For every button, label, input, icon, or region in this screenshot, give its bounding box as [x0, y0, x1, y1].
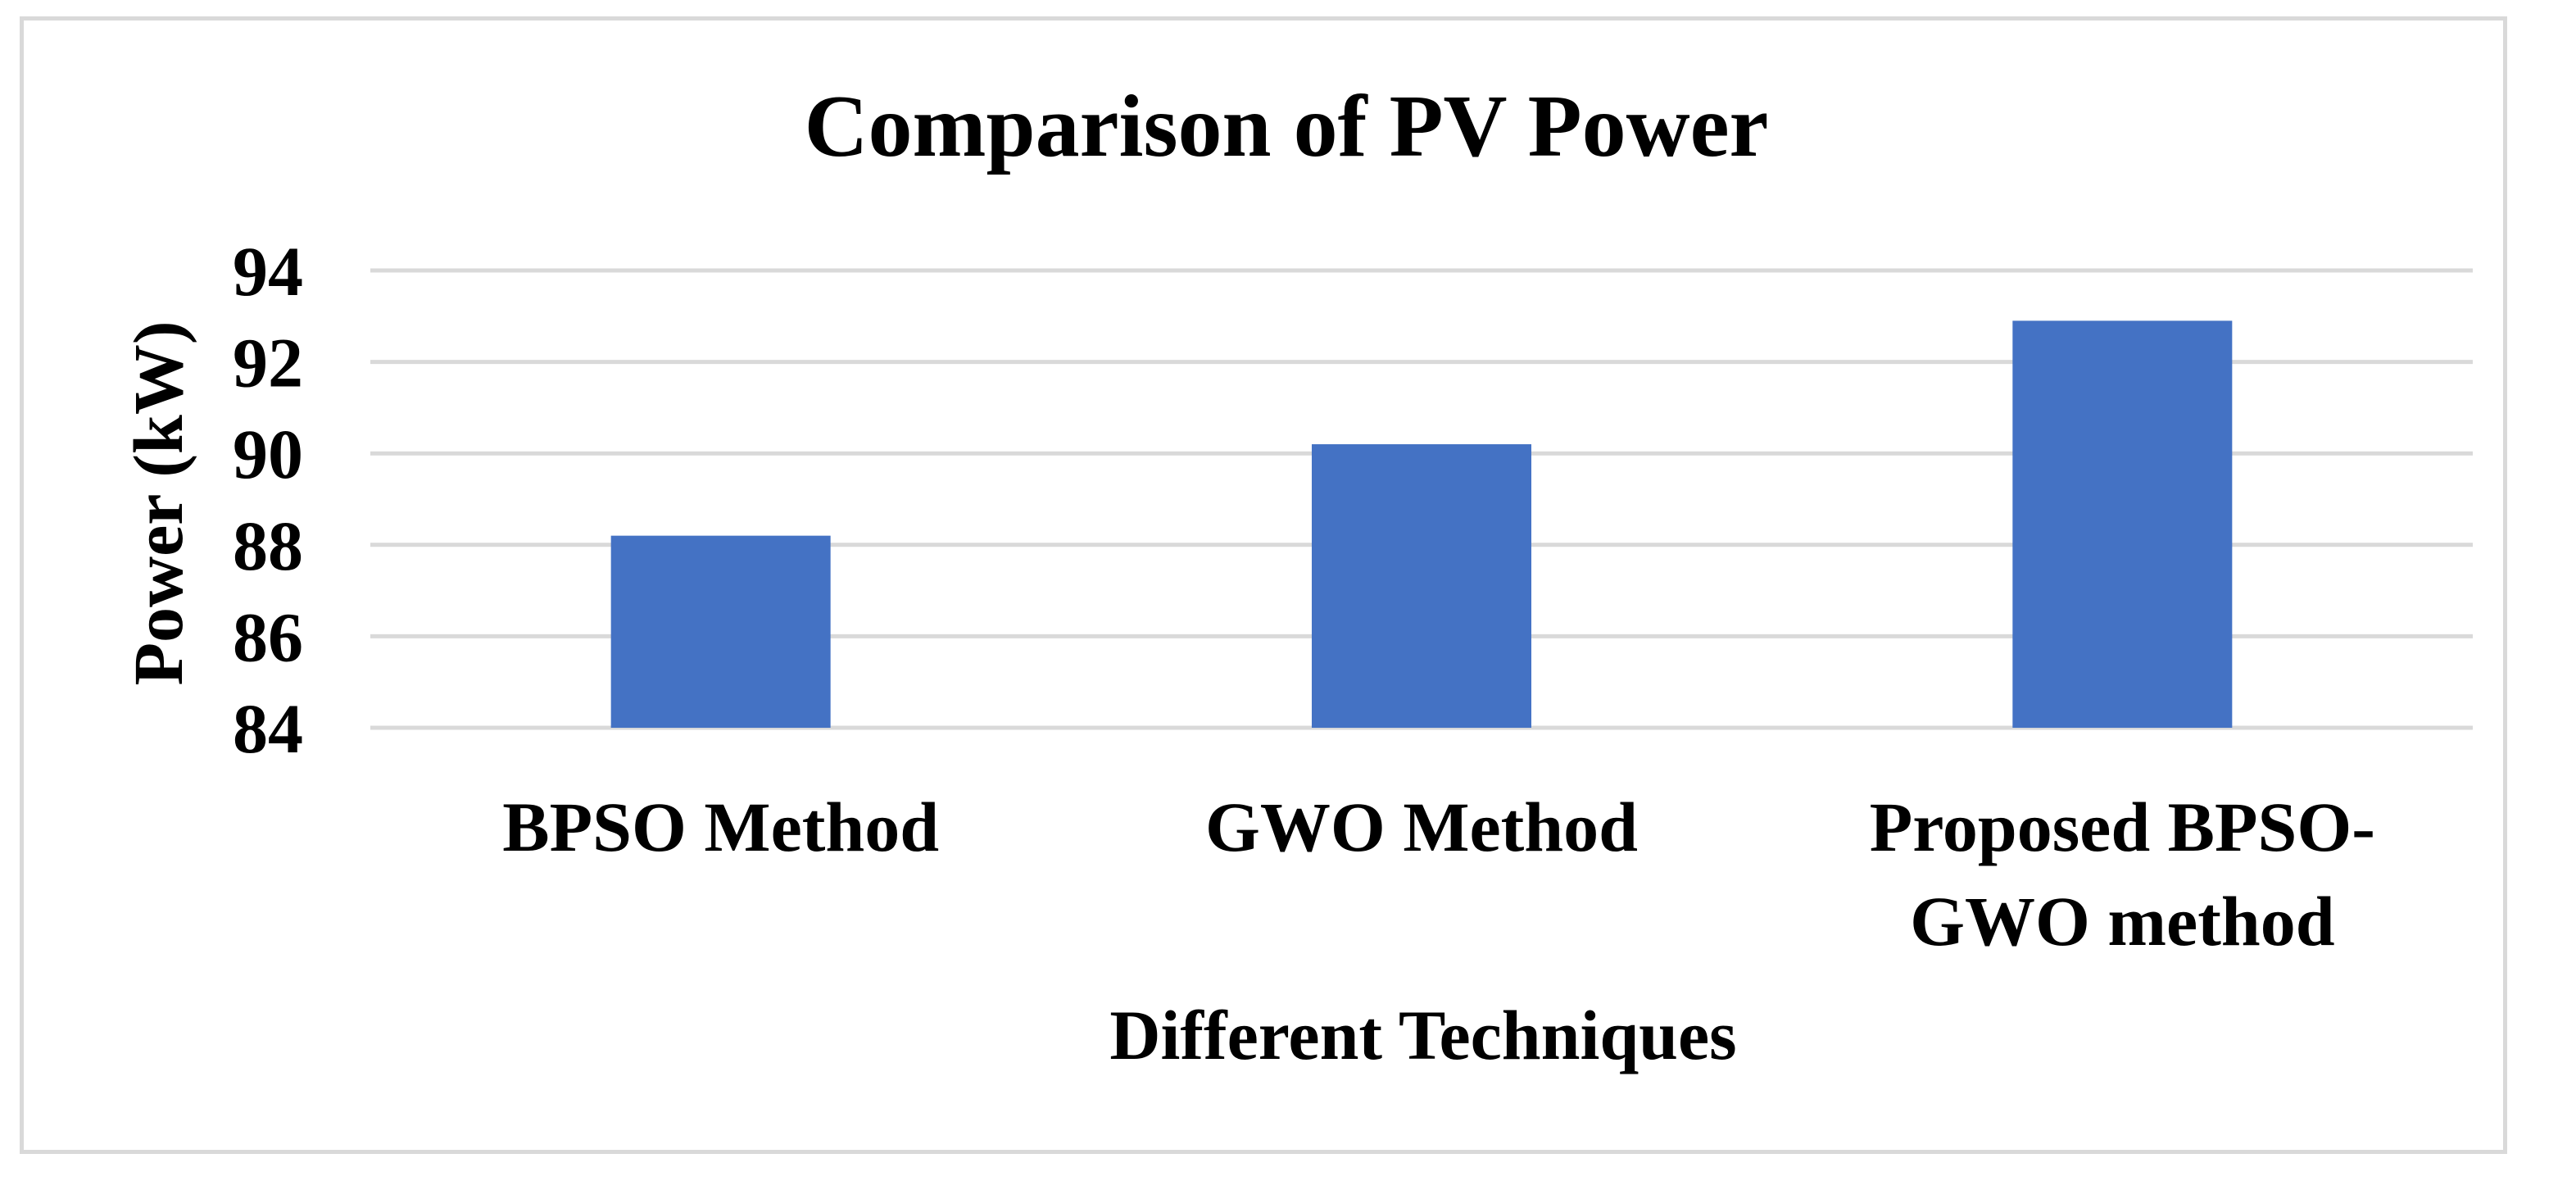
y-tick-label: 88: [233, 506, 303, 585]
y-tick-label: 94: [233, 232, 303, 311]
y-tick-label: 90: [233, 415, 303, 493]
y-tick-label: 84: [233, 689, 303, 768]
x-axis-title: Different Techniques: [1109, 996, 1736, 1074]
x-axis-categories: BPSO Method GWO Method Proposed BPSO-GWO m…: [502, 788, 2375, 961]
x-category-label: BPSO Method: [502, 788, 939, 866]
y-tick-label: 86: [233, 597, 303, 676]
x-category-label: Proposed BPSO-GWO method: [1870, 788, 2375, 961]
x-category-label: GWO Method: [1205, 788, 1638, 866]
bar: [610, 535, 831, 728]
bar: [2012, 320, 2233, 728]
bar: [1312, 444, 1531, 728]
chart-title: Comparison of PV Power: [805, 78, 1769, 175]
y-tick-label: 92: [233, 324, 303, 402]
y-axis-title: Power (kW): [119, 320, 197, 685]
bars: [610, 320, 2233, 728]
y-axis-ticks: 84 86 88 90 92 94: [233, 232, 303, 768]
